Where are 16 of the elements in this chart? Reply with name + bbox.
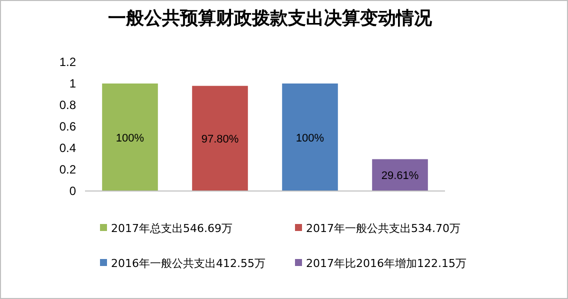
legend-label: 2016年一般公共支出412.55万 [111, 257, 266, 270]
y-tick-label: 1.2 [59, 55, 76, 69]
legend-label: 2017年总支出546.69万 [111, 222, 232, 235]
legend-label: 2017年比2016年增加122.15万 [306, 257, 466, 270]
y-tick-label: 1 [69, 76, 76, 90]
y-tick-label: 0.6 [59, 120, 76, 134]
data-label: 97.80% [201, 133, 239, 146]
y-tick-label: 0.2 [59, 162, 76, 176]
data-label: 100% [116, 132, 144, 144]
data-label: 100% [296, 132, 324, 144]
legend-label: 2017年一般公共支出534.70万 [306, 222, 460, 235]
y-tick-label: 0.4 [59, 141, 76, 155]
y-tick-label: 0.8 [59, 98, 76, 112]
chart-title: 一般公共预算财政拨款支出决算变动情况 [108, 8, 433, 29]
y-tick-label: 0 [69, 184, 76, 198]
data-label: 29.61% [381, 170, 419, 182]
